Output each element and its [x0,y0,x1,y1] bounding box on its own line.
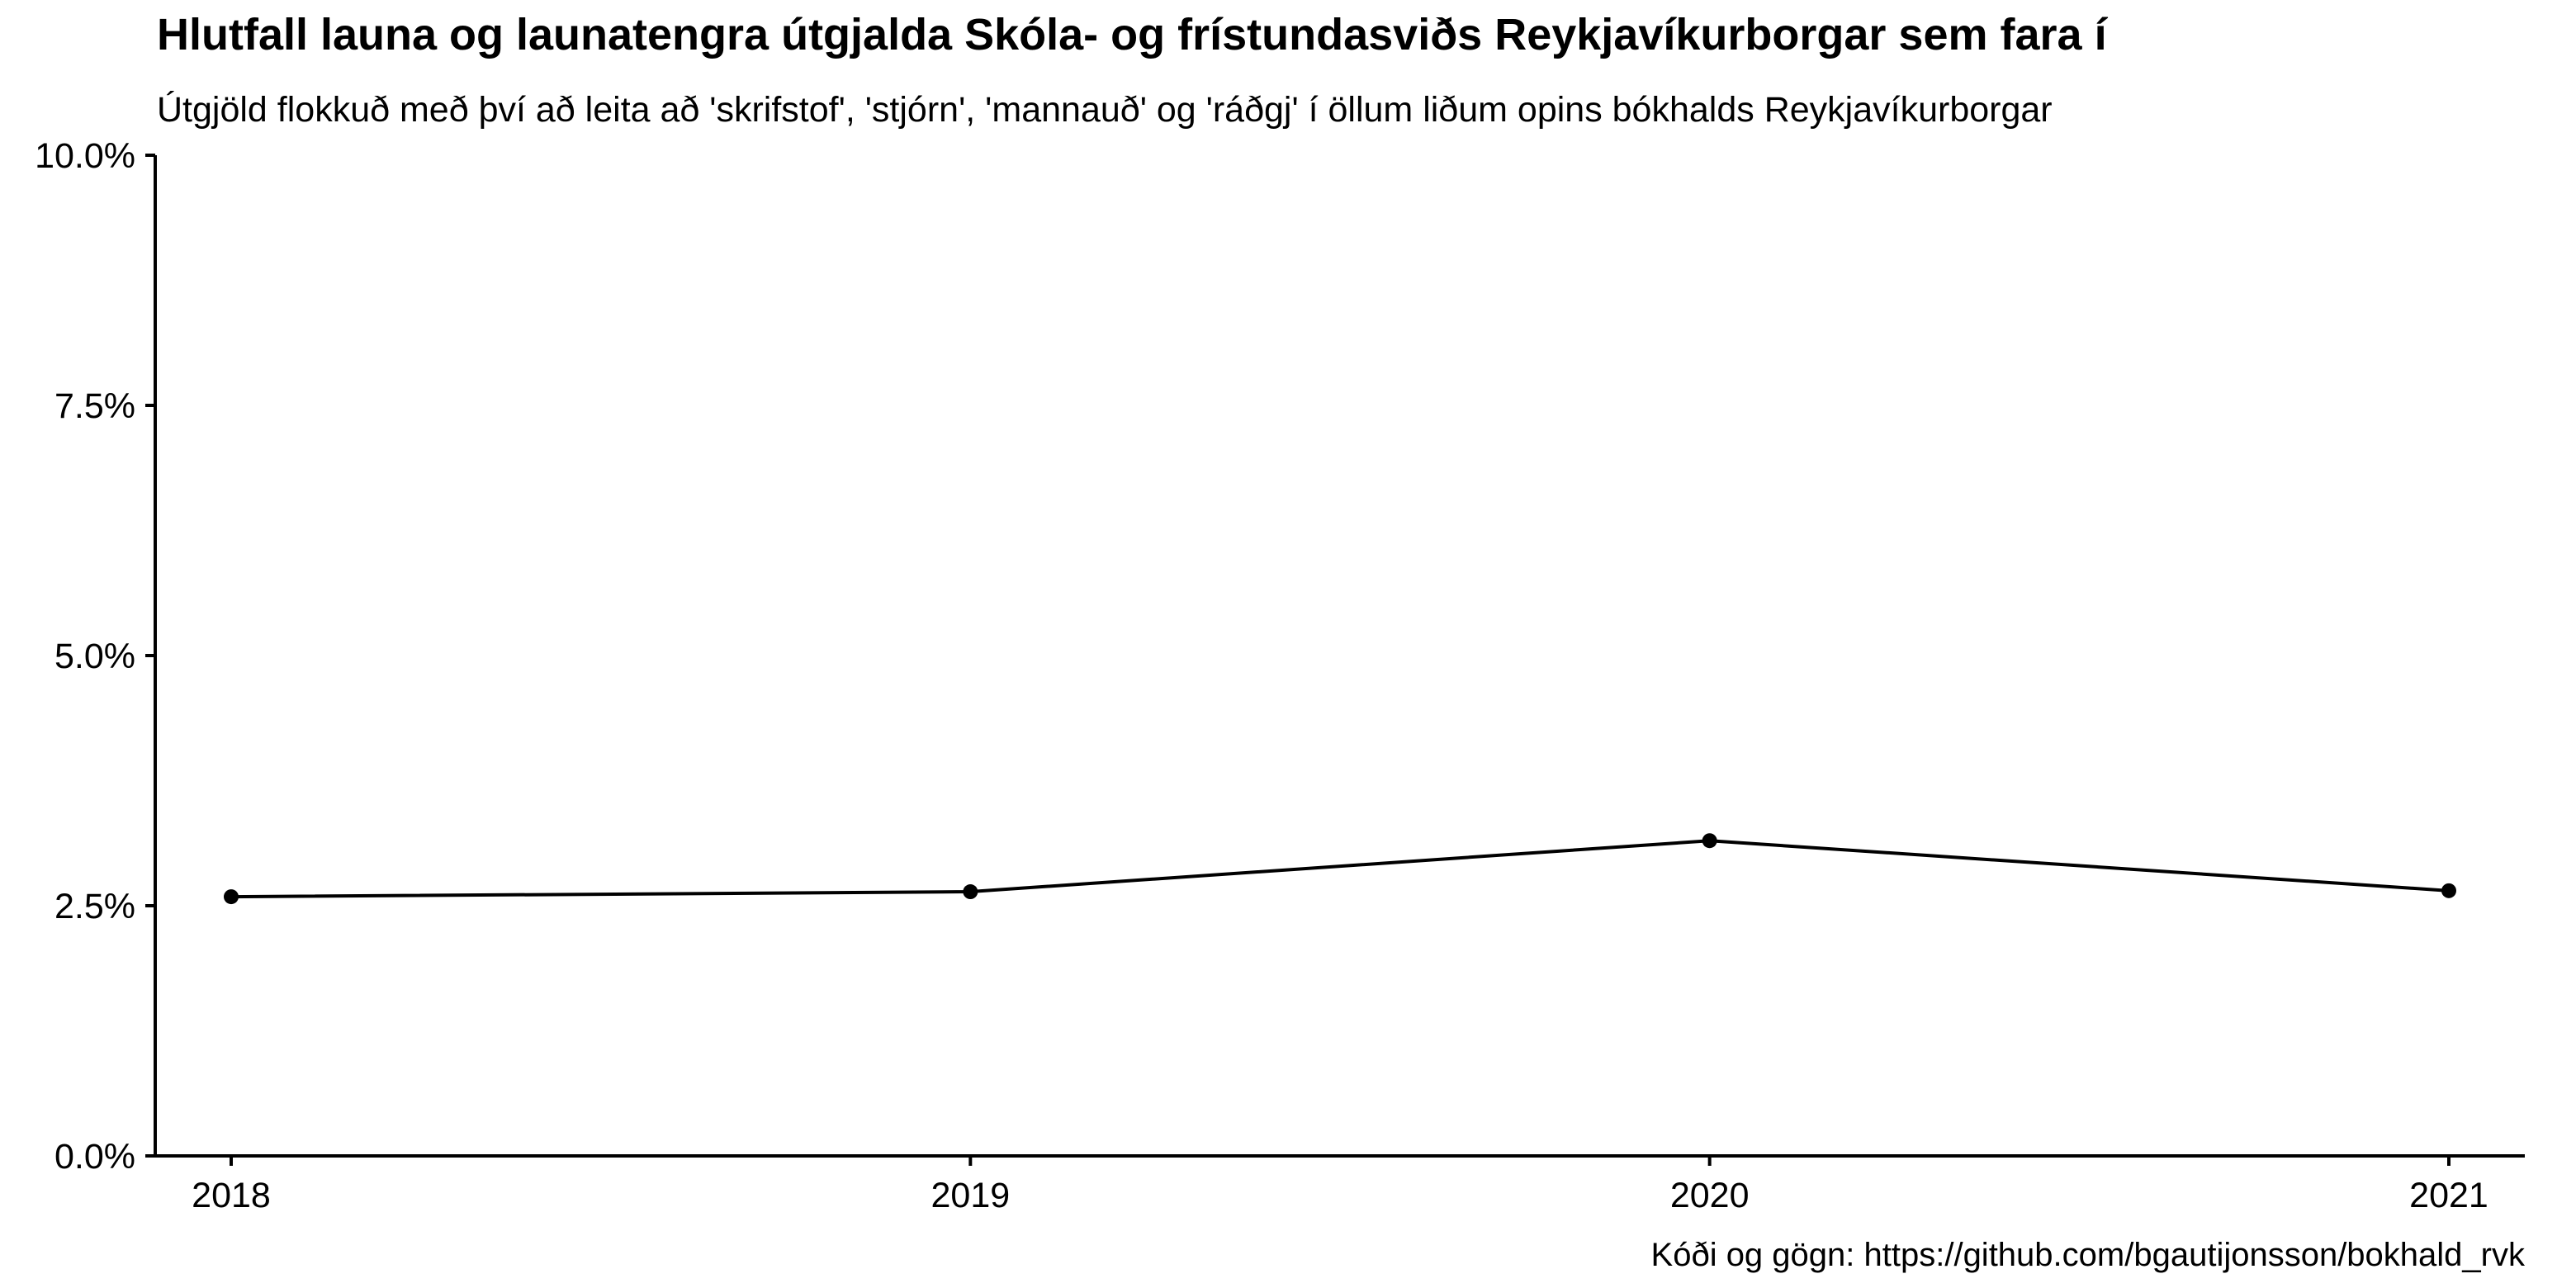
x-axis-ticks: 2018 2019 2020 2021 [192,1156,2488,1215]
data-point [2441,883,2456,898]
y-tick-label: 5.0% [54,637,135,676]
data-point [963,884,978,900]
y-tick-label: 0.0% [54,1137,135,1177]
y-axis-ticks: 0.0% 2.5% 5.0% 7.5% 10.0% [35,136,155,1177]
x-tick-label: 2020 [1670,1176,1750,1215]
series-layer [224,833,2456,905]
data-point [224,889,239,905]
chart-subtitle: Útgjöld flokkuð með því að leita að 'skr… [157,90,2053,130]
y-tick-label: 2.5% [54,887,135,926]
y-tick-label: 10.0% [35,136,135,176]
y-tick-label: 7.5% [54,386,135,426]
x-tick-label: 2018 [192,1176,271,1215]
x-tick-label: 2019 [930,1176,1010,1215]
series-line [230,839,2450,899]
caption: Kóði og gögn: https://github.com/bgautij… [1651,1237,2526,1273]
x-tick-label: 2021 [2409,1176,2488,1215]
plot-area: 0.0% 2.5% 5.0% 7.5% 10.0% 2018 2019 2020 2021 [35,136,2525,1215]
data-point [1702,833,1717,849]
chart-title: Hlutfall launa og launatengra útgjalda S… [157,10,2109,59]
